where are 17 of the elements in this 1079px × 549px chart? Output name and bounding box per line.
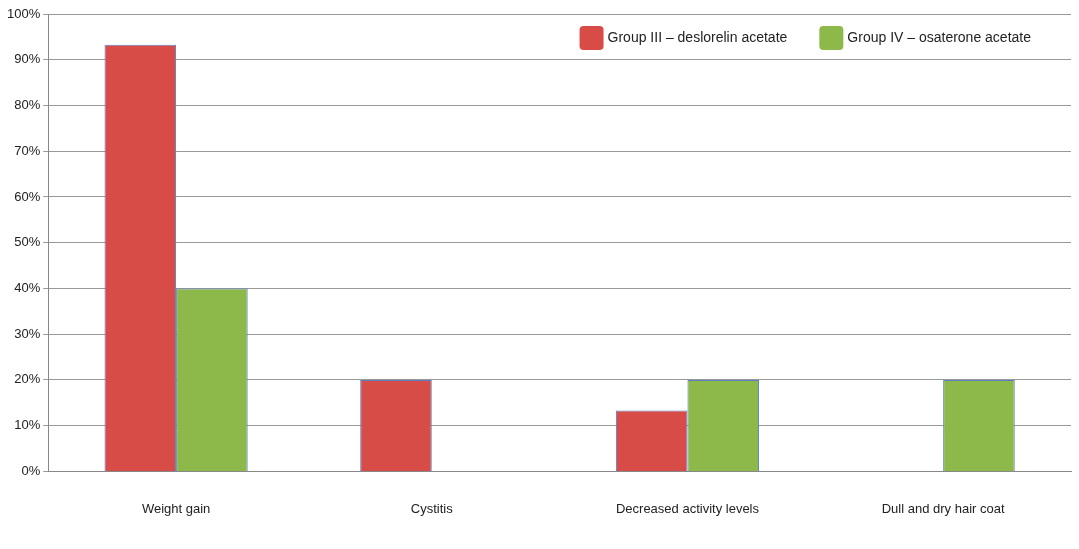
y-tick-label: 80%	[14, 97, 41, 113]
y-tick-label: 70%	[14, 142, 41, 158]
y-tick-label: 10%	[14, 417, 41, 433]
legend-label: Group III – deslorelin acetate	[607, 28, 788, 45]
legend-label: Group IV – osaterone acetate	[847, 28, 1032, 45]
y-tick-label: 30%	[14, 325, 41, 341]
x-tick-label: Weight gain	[141, 500, 211, 516]
y-tick-label: 60%	[14, 188, 41, 204]
x-tick-label: Cystitis	[410, 500, 454, 516]
y-tick-label: 20%	[14, 371, 41, 387]
x-tick-label: Dull and dry hair coat	[881, 500, 1005, 516]
y-tick-label: 90%	[14, 51, 41, 67]
x-tick-label: Decreased activity levels	[615, 500, 760, 516]
y-tick-label: 50%	[14, 234, 41, 250]
y-tick-label: 40%	[14, 280, 41, 296]
y-tick-label: 0%	[21, 462, 41, 478]
y-tick-label: 100%	[7, 5, 41, 21]
